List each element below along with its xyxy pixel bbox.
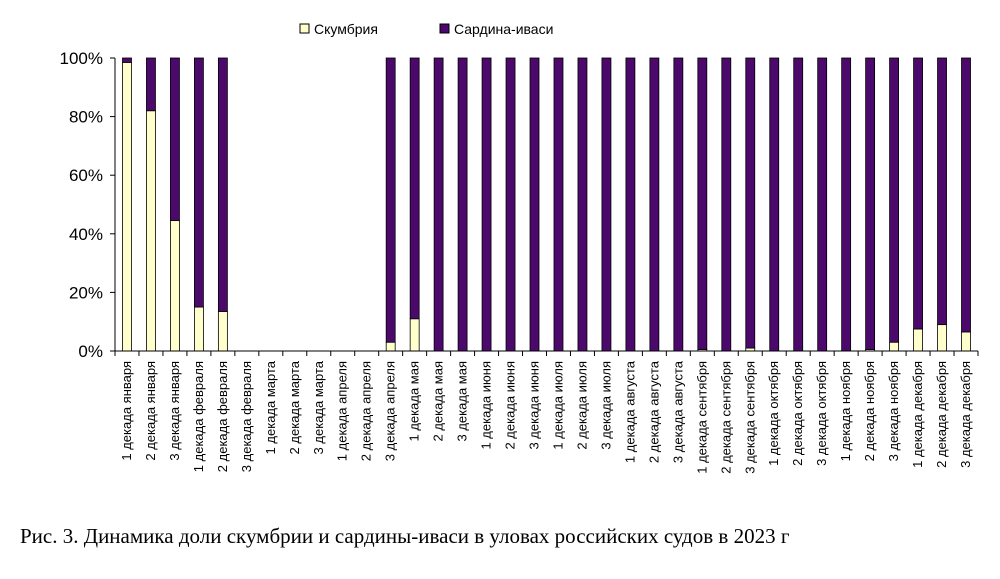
bar-sardine [721,57,732,352]
bar-mackerel [409,318,420,352]
bar-mackerel [194,306,204,352]
bar-sardine [577,57,588,352]
bar-mackerel [913,328,923,352]
x-tick-label: 2 декада января [143,361,158,461]
bar-mackerel [889,341,899,352]
x-tick-label: 1 декада июля [550,361,565,450]
bar-sardine [913,57,923,330]
bar-sardine [457,57,468,352]
legend-swatch-mackerel [299,23,310,34]
legend-swatch-sardine [439,23,450,34]
bar-sardine [122,57,132,63]
x-tick-label: 3 декада октября [814,361,829,466]
x-tick-label: 2 декада октября [790,361,805,466]
bar-sardine [194,57,204,308]
bar-mackerel [146,110,156,352]
x-tick-label: 3 декада сентября [742,361,757,474]
x-tick-label: 3 декада июня [527,361,542,450]
bar-sardine [865,57,876,350]
bar-sardine [385,57,396,343]
bar-mackerel [961,331,971,352]
y-tick-label: 80% [69,108,103,127]
bar-sardine [817,57,828,352]
x-tick-label: 1 декада сентября [694,361,709,474]
bar-sardine [481,57,492,352]
bar-sardine [433,57,444,352]
x-tick-label: 1 декада января [119,361,134,461]
x-tick-label: 1 декада марта [263,360,278,454]
x-tick-label: 2 декада марта [287,360,302,454]
x-tick-label: 1 декада июня [479,361,494,450]
x-tick-label: 1 декада ноября [838,361,853,461]
x-tick-label: 2 декада мая [431,361,446,442]
x-tick-label: 2 декада ноября [862,361,877,461]
x-tick-label: 3 декада января [167,361,182,461]
legend-label-mackerel: Скумбрия [314,21,378,37]
bar-sardine [937,57,947,326]
bar-sardine [841,57,852,352]
x-tick-label: 2 декада сентября [718,361,733,474]
x-tick-label: 3 декада ноября [886,361,901,461]
x-tick-label: 1 декада февраля [191,361,206,472]
x-tick-label: 3 декада декабря [958,361,973,468]
bar-mackerel [385,341,396,352]
bar-sardine [697,57,708,350]
bar-sardine [601,57,612,352]
bar-mackerel [122,61,132,352]
y-tick-label: 20% [69,283,103,302]
x-tick-label: 3 декада марта [311,360,326,454]
x-tick-label: 2 декада февраля [215,361,230,472]
bars [122,57,971,352]
x-tick-label: 1 декада апреля [335,361,350,461]
y-axis-ticks: 0% 20% 40% 60% 80% 100% [60,49,115,361]
x-tick-label: 3 декада мая [455,361,470,442]
y-tick-label: 100% [60,49,103,68]
bar-sardine [505,57,516,352]
bar-sardine [409,57,420,320]
x-tick-label: 1 декада августа [622,360,637,463]
bar-sardine [889,57,899,343]
x-tick-label: 3 декада февраля [239,361,254,472]
x-tick-label: 1 декада декабря [910,361,925,468]
x-tick-label: 2 декада июля [574,361,589,450]
bar-sardine [649,57,660,352]
bar-sardine [529,57,540,352]
x-tick-label: 3 декада июля [598,361,613,450]
bar-mackerel [170,220,180,352]
bar-sardine [745,57,756,349]
stacked-bar-chart: Скумбрия Сардина-иваси 0% 20% 40% 60% 80% 100… [60,21,979,474]
bar-mackerel [217,311,228,352]
bar-sardine [625,57,636,352]
x-axis-ticks: 1 декада января 2 декада января 3 декада я… [114,351,979,474]
y-tick-label: 0% [78,342,103,361]
legend: Скумбрия Сардина-иваси [299,21,553,37]
x-tick-label: 1 декада октября [766,361,781,466]
x-tick-label: 1 декада мая [407,361,422,442]
bar-sardine [673,57,684,352]
bar-sardine [961,57,971,333]
bar-sardine [170,57,180,222]
x-tick-label: 2 декада июня [503,361,518,450]
bar-sardine [146,57,156,112]
x-tick-label: 2 декада августа [646,360,661,463]
bar-sardine [769,57,780,352]
legend-label-sardine: Сардина-иваси [454,21,553,37]
bar-sardine [217,57,228,312]
bar-mackerel [937,324,947,352]
y-tick-label: 40% [69,225,103,244]
x-tick-label: 3 декада августа [670,360,685,463]
x-tick-label: 2 декада апреля [359,361,374,461]
figure-caption: Рис. 3. Динамика доли скумбрии и сардины… [20,524,790,548]
x-tick-label: 2 декада декабря [934,361,949,468]
x-tick-label: 3 декада апреля [383,361,398,461]
y-tick-label: 60% [69,166,103,185]
bar-sardine [553,57,564,352]
bar-sardine [793,57,804,352]
